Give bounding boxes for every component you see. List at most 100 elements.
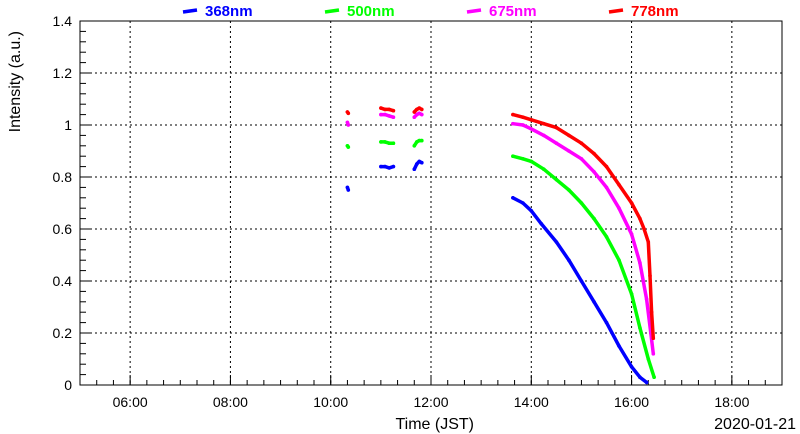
data-point — [379, 106, 383, 110]
data-point — [379, 164, 383, 169]
legend-item: 368nm — [182, 3, 253, 20]
data-point — [567, 149, 571, 153]
data-point — [391, 108, 396, 113]
data-point — [412, 167, 417, 171]
data-point — [579, 157, 584, 161]
data-point — [592, 170, 596, 174]
x-tick-label: 08:00 — [213, 394, 248, 410]
series-500nm — [345, 138, 656, 380]
data-point — [346, 111, 351, 116]
data-point — [420, 112, 424, 117]
tick-labels: 06:00 08:00 10:00 12:00 14:00 16:00 18:00 0 0.2 0… — [53, 13, 750, 410]
data-point — [617, 206, 621, 210]
data-point — [346, 145, 351, 149]
data-point — [529, 209, 534, 213]
data-point — [391, 164, 396, 169]
x-tick-label: 16:00 — [614, 394, 649, 410]
data-point — [592, 300, 596, 304]
data-point — [521, 201, 525, 205]
y-tick-label: 0.8 — [53, 169, 73, 185]
data-point — [649, 310, 654, 315]
data-point — [391, 115, 396, 119]
data-point — [592, 151, 596, 156]
x-tick-label: 06:00 — [113, 394, 148, 410]
y-tick-label: 0 — [64, 377, 72, 393]
legend-label: 778nm — [631, 3, 679, 20]
plot-data — [345, 106, 656, 385]
data-point — [604, 235, 609, 239]
series-675nm — [345, 111, 656, 356]
legend-item: 778nm — [608, 3, 679, 20]
data-point — [648, 274, 652, 278]
data-point — [629, 232, 634, 236]
data-point — [529, 127, 534, 131]
data-point — [417, 138, 422, 143]
data-point — [346, 123, 351, 127]
data-point — [412, 110, 417, 114]
legend-label: 500nm — [347, 3, 395, 20]
x-tick-label: 10:00 — [313, 394, 348, 410]
data-point — [629, 292, 634, 296]
data-point — [379, 140, 383, 144]
data-point — [629, 201, 634, 205]
data-point — [383, 140, 387, 144]
data-point — [579, 279, 584, 283]
data-point — [529, 159, 534, 164]
series-line — [379, 164, 396, 170]
data-point — [387, 107, 392, 112]
data-point — [554, 177, 559, 182]
legend-item: 500nm — [324, 3, 395, 20]
data-point — [579, 201, 584, 205]
data-point — [638, 326, 642, 330]
data-point — [592, 216, 596, 221]
data-point — [383, 112, 387, 117]
data-point — [617, 344, 621, 348]
legend-label: 368nm — [205, 3, 253, 20]
data-point — [521, 157, 525, 161]
data-point — [511, 112, 515, 117]
legend-label: 675nm — [489, 3, 537, 20]
data-point — [617, 258, 621, 263]
data-point — [638, 216, 642, 221]
y-tick-label: 1 — [64, 117, 72, 133]
data-point — [521, 123, 525, 127]
series-368nm — [345, 159, 649, 385]
data-point — [554, 240, 559, 244]
x-tick-label: 14:00 — [514, 394, 549, 410]
x-tick-label: 12:00 — [413, 394, 448, 410]
y-tick-label: 0.2 — [53, 325, 73, 341]
data-point — [554, 125, 559, 130]
data-point — [420, 107, 424, 112]
data-point — [604, 185, 609, 190]
data-point — [638, 375, 642, 380]
data-point — [420, 160, 424, 165]
x-tick-label: 18:00 — [714, 394, 749, 410]
data-point — [646, 240, 651, 244]
series-line — [379, 112, 396, 119]
data-point — [604, 164, 609, 169]
x-axis-title: Time (JST) — [395, 416, 474, 433]
data-point — [391, 141, 396, 145]
series-line — [379, 106, 396, 113]
data-point — [652, 375, 656, 380]
legend-swatch — [182, 8, 198, 14]
data-point — [383, 107, 387, 112]
data-point — [567, 133, 571, 138]
data-point — [651, 336, 656, 341]
y-tick-label: 1.4 — [53, 13, 73, 29]
legend-swatch — [466, 8, 482, 14]
data-point — [420, 138, 424, 143]
legend-item: 675nm — [466, 3, 537, 20]
data-point — [415, 162, 419, 166]
data-point — [539, 222, 544, 226]
data-point — [511, 154, 515, 158]
data-point — [604, 320, 609, 325]
y-tick-label: 1.2 — [53, 65, 73, 81]
data-point — [638, 261, 642, 265]
series-line — [379, 140, 396, 145]
data-point — [554, 141, 559, 145]
data-point — [642, 227, 646, 231]
y-axis-title: Intensity (a.u.) — [7, 31, 24, 132]
data-point — [629, 365, 634, 369]
series-line — [511, 154, 656, 379]
